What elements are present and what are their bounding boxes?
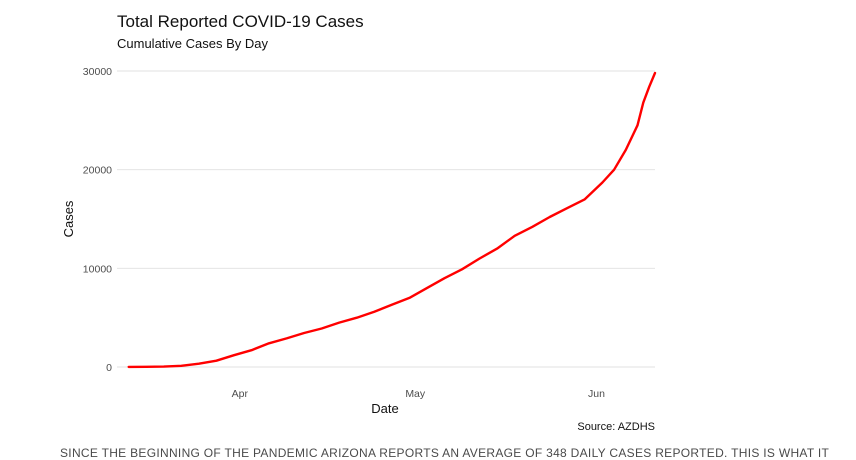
x-tick-label: May bbox=[405, 388, 426, 400]
y-tick-label: 30000 bbox=[83, 66, 112, 78]
series-line-cases bbox=[127, 71, 657, 369]
footer-text: SINCE THE BEGINNING OF THE PANDEMIC ARIZ… bbox=[60, 446, 830, 460]
y-axis-title: Cases bbox=[61, 200, 76, 237]
x-tick-label: Apr bbox=[232, 388, 249, 400]
chart-subtitle: Cumulative Cases By Day bbox=[117, 36, 268, 51]
y-tick-labels: 0 10000 20000 30000 bbox=[83, 66, 112, 374]
x-axis-title: Date bbox=[371, 401, 398, 416]
y-tick-label: 0 bbox=[106, 362, 112, 374]
x-tick-label: Jun bbox=[588, 388, 605, 400]
source-caption: Source: AZDHS bbox=[577, 421, 655, 433]
gridlines bbox=[117, 70, 655, 368]
chart-title: Total Reported COVID-19 Cases bbox=[117, 12, 364, 31]
y-tick-label: 20000 bbox=[83, 165, 112, 177]
x-tick-labels: Apr May Jun bbox=[232, 388, 606, 400]
y-tick-label: 10000 bbox=[83, 263, 112, 275]
series-layer bbox=[127, 71, 657, 369]
